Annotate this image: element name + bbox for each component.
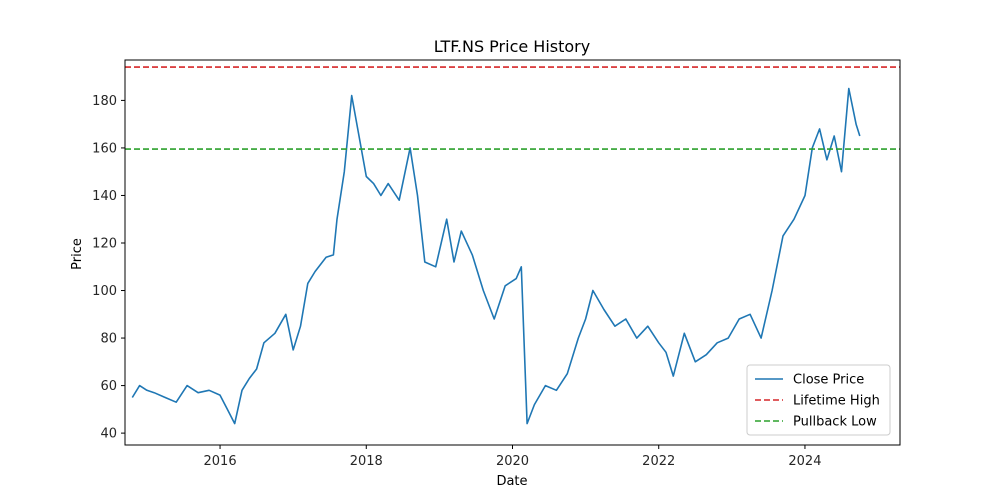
x-axis: 2016 2018 2020 2022 2024	[204, 445, 821, 469]
x-tick-label: 2024	[788, 454, 821, 469]
chart-title: LTF.NS Price History	[434, 37, 590, 56]
y-tick-label: 100	[92, 284, 117, 299]
legend-label: Pullback Low	[793, 415, 877, 430]
y-tick-label: 60	[100, 379, 117, 394]
y-tick-label: 80	[100, 332, 117, 347]
y-axis-title: Price	[70, 238, 85, 270]
x-tick-label: 2018	[350, 454, 383, 469]
y-tick-label: 120	[92, 236, 117, 251]
x-axis-title: Date	[496, 474, 527, 489]
x-tick-label: 2022	[642, 454, 675, 469]
y-tick-label: 140	[92, 189, 117, 204]
legend-label: Lifetime High	[793, 394, 880, 409]
x-tick-label: 2016	[204, 454, 237, 469]
y-tick-label: 180	[92, 94, 117, 109]
y-tick-label: 40	[100, 427, 117, 442]
legend-label: Close Price	[793, 373, 864, 388]
series-line-0	[131, 87, 861, 425]
legend: Close Price Lifetime High Pullback Low	[746, 364, 891, 436]
legend-box	[746, 364, 891, 436]
x-tick-label: 2020	[496, 454, 529, 469]
y-axis: 40 60 80 100 120 140 160 180	[92, 94, 125, 442]
y-tick-label: 160	[92, 141, 117, 156]
